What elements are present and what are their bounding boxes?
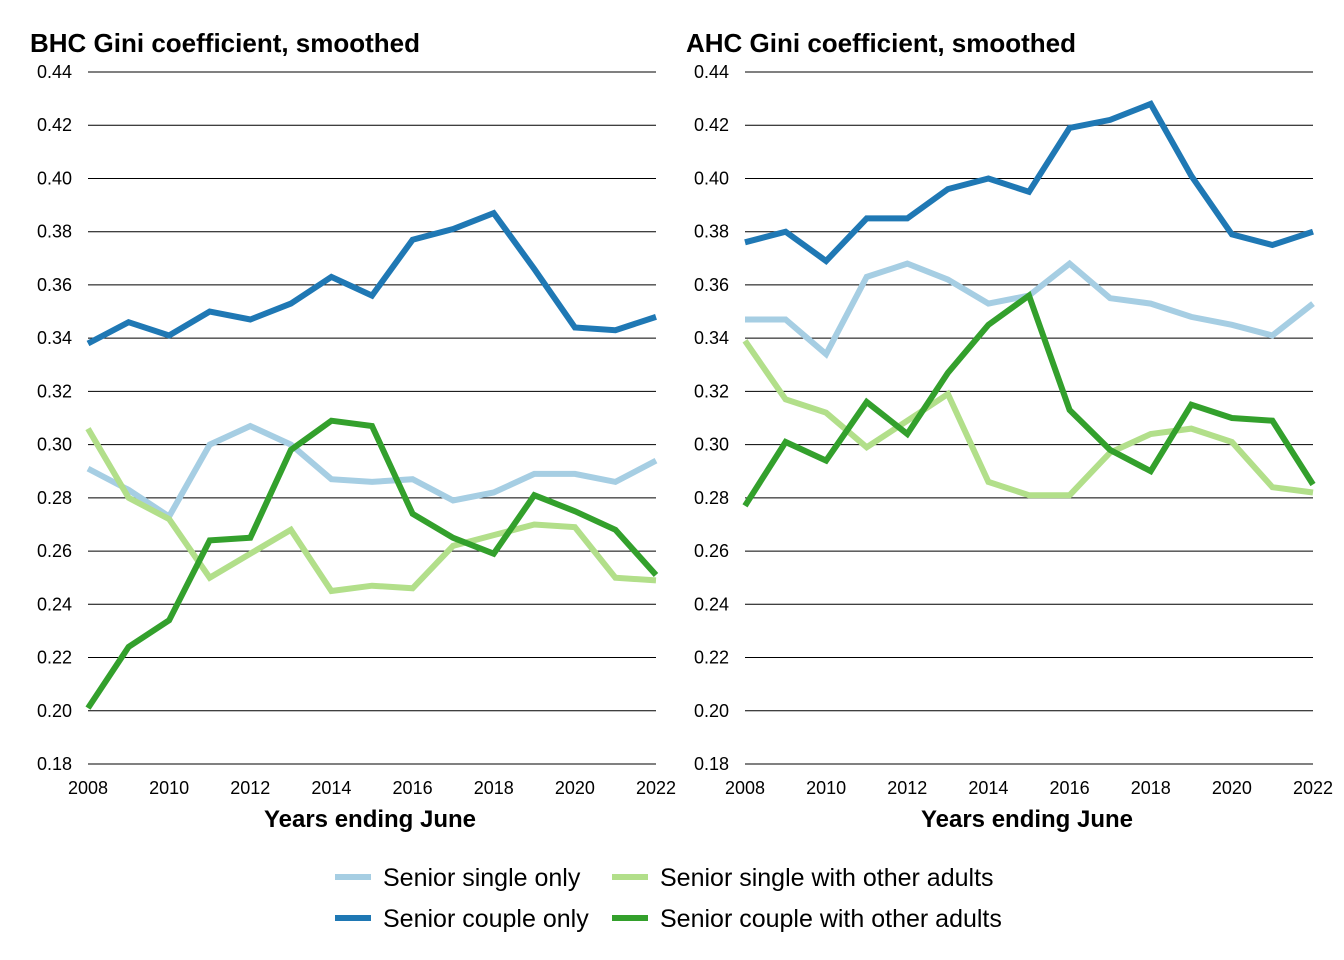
- series-line-senior-couple-only: [744, 100, 1314, 265]
- y-tick-label: 0.32: [37, 381, 72, 401]
- y-tick-label: 0.44: [694, 62, 729, 82]
- y-tick-label: 0.30: [694, 435, 729, 455]
- y-tick-label: 0.42: [37, 115, 72, 135]
- x-tick-label: 2010: [806, 778, 846, 798]
- x-tick-label: 2014: [968, 778, 1008, 798]
- legend-label: Senior single only: [383, 864, 581, 892]
- x-tick-label: 2022: [636, 778, 676, 798]
- series-line-senior-single-only: [86, 422, 658, 521]
- series-line-senior-single-with-other-adults: [85, 427, 657, 595]
- y-tick-label: 0.34: [694, 328, 729, 348]
- y-tick-label: 0.36: [694, 275, 729, 295]
- x-tick-label: 2018: [474, 778, 514, 798]
- legend-label: Senior couple with other adults: [660, 905, 1002, 933]
- x-tick-label: 2020: [1212, 778, 1252, 798]
- y-tick-label: 0.40: [37, 168, 72, 188]
- x-tick-label: 2016: [1050, 778, 1090, 798]
- x-tick-label: 2014: [311, 778, 351, 798]
- x-axis-title: Years ending June: [264, 806, 476, 833]
- legend-label: Senior couple only: [383, 905, 589, 933]
- y-tick-label: 0.18: [37, 754, 72, 774]
- y-tick-label: 0.38: [694, 222, 729, 242]
- y-tick-label: 0.34: [37, 328, 72, 348]
- x-tick-label: 2010: [149, 778, 189, 798]
- y-tick-label: 0.28: [37, 488, 72, 508]
- x-tick-label: 2022: [1293, 778, 1333, 798]
- y-tick-label: 0.42: [694, 115, 729, 135]
- x-tick-label: 2018: [1131, 778, 1171, 798]
- ahc-chart-title: AHC Gini coefficient, smoothed: [686, 28, 1076, 58]
- series-line-senior-single-only: [745, 259, 1315, 359]
- x-tick-label: 2020: [555, 778, 595, 798]
- x-tick-label: 2012: [230, 778, 270, 798]
- series-line-senior-couple-with-other-adults: [742, 290, 1316, 508]
- y-tick-label: 0.26: [37, 541, 72, 561]
- y-tick-label: 0.30: [37, 435, 72, 455]
- y-tick-label: 0.18: [694, 754, 729, 774]
- legend: Senior single only Senior single with oth…: [335, 864, 1002, 933]
- y-tick-label: 0.32: [694, 381, 729, 401]
- bhc-panel: BHC Gini coefficient, smoothed 0.18 0.20 0.…: [30, 28, 676, 833]
- y-tick-label: 0.40: [694, 168, 729, 188]
- x-tick-label: 2008: [725, 778, 765, 798]
- y-tick-label: 0.24: [37, 594, 72, 614]
- x-tick-label: 2008: [68, 778, 108, 798]
- series-line-senior-single-with-other-adults: [742, 339, 1314, 499]
- bhc-chart-title: BHC Gini coefficient, smoothed: [30, 28, 420, 58]
- series-line-senior-couple-only: [86, 209, 657, 347]
- x-tick-label: 2012: [887, 778, 927, 798]
- y-tick-label: 0.20: [694, 701, 729, 721]
- series-line-senior-couple-with-other-adults: [85, 417, 659, 710]
- y-tick-label: 0.26: [694, 541, 729, 561]
- legend-label: Senior single with other adults: [660, 864, 994, 892]
- y-tick-label: 0.28: [694, 488, 729, 508]
- y-tick-label: 0.22: [694, 648, 729, 668]
- y-tick-label: 0.38: [37, 222, 72, 242]
- y-tick-label: 0.24: [694, 594, 729, 614]
- y-tick-label: 0.36: [37, 275, 72, 295]
- ahc-panel: AHC Gini coefficient, smoothed 0.18 0.20 0.…: [686, 28, 1333, 833]
- x-axis-title: Years ending June: [921, 806, 1133, 833]
- y-tick-label: 0.22: [37, 648, 72, 668]
- x-tick-label: 2016: [393, 778, 433, 798]
- y-tick-label: 0.20: [37, 701, 72, 721]
- y-tick-label: 0.44: [37, 62, 72, 82]
